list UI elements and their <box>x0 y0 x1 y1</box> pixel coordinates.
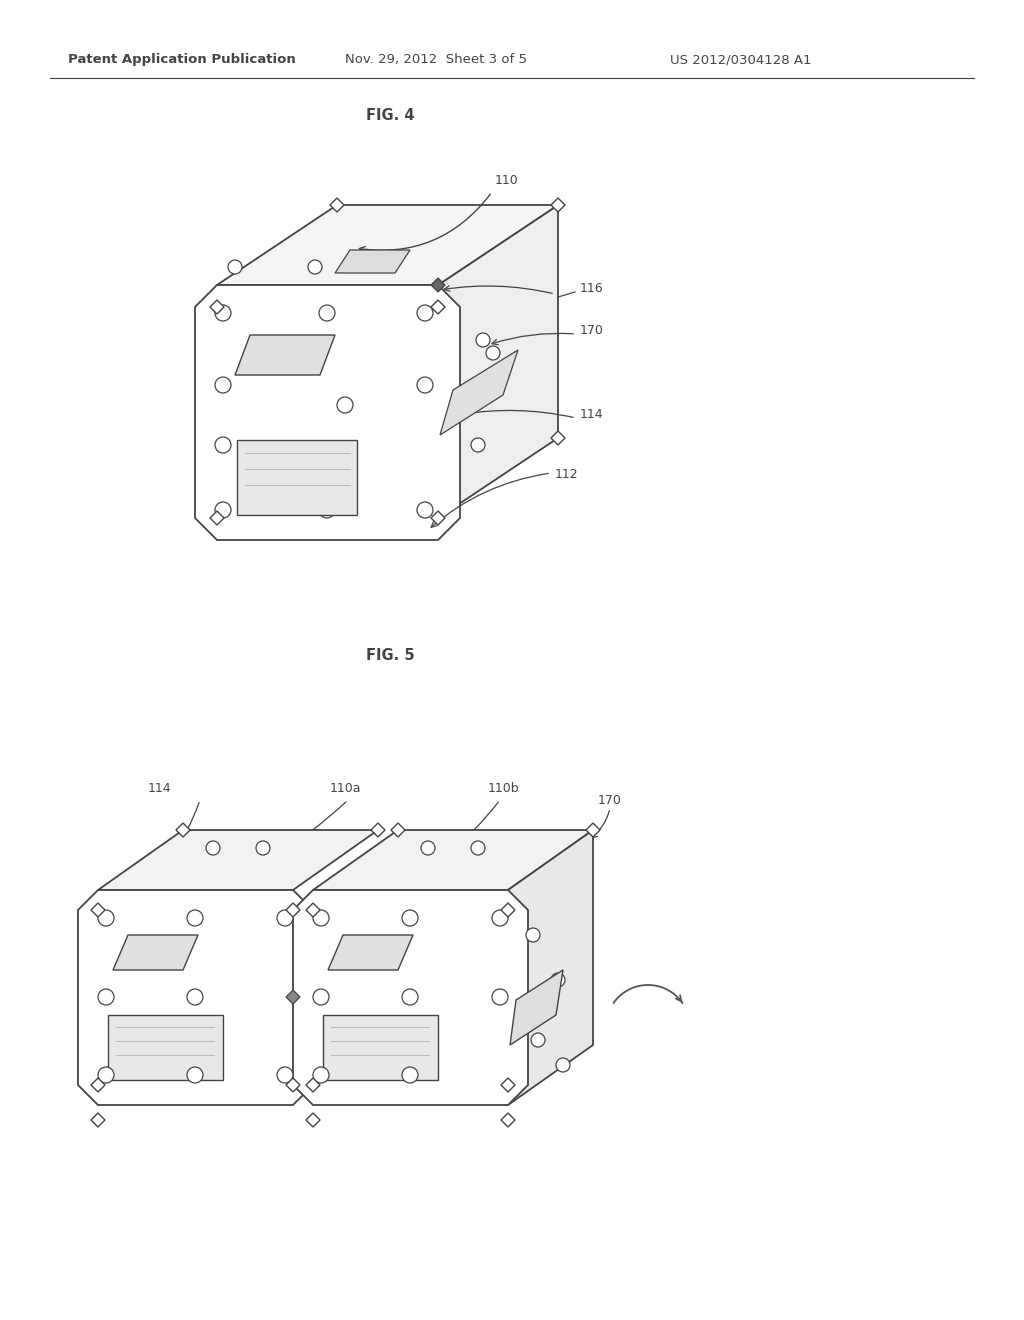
Text: 114: 114 <box>148 781 172 795</box>
Circle shape <box>187 1067 203 1082</box>
Circle shape <box>215 502 231 517</box>
Polygon shape <box>195 285 460 540</box>
Circle shape <box>215 437 231 453</box>
Circle shape <box>417 378 433 393</box>
Circle shape <box>319 305 335 321</box>
Polygon shape <box>234 335 335 375</box>
Circle shape <box>417 305 433 321</box>
Polygon shape <box>286 990 300 1005</box>
Circle shape <box>551 973 565 987</box>
Polygon shape <box>328 935 413 970</box>
Circle shape <box>215 305 231 321</box>
Polygon shape <box>438 205 558 517</box>
Circle shape <box>313 909 329 927</box>
Polygon shape <box>306 903 319 917</box>
Circle shape <box>402 909 418 927</box>
Circle shape <box>417 502 433 517</box>
Polygon shape <box>98 830 378 890</box>
Circle shape <box>98 1067 114 1082</box>
Circle shape <box>309 467 325 483</box>
Polygon shape <box>91 1113 105 1127</box>
Text: FIG. 4: FIG. 4 <box>366 107 415 123</box>
Polygon shape <box>306 1078 319 1092</box>
Polygon shape <box>335 249 410 273</box>
Circle shape <box>228 260 242 275</box>
Circle shape <box>98 989 114 1005</box>
Circle shape <box>187 989 203 1005</box>
Polygon shape <box>217 205 558 285</box>
Circle shape <box>421 841 435 855</box>
Polygon shape <box>501 903 515 917</box>
Polygon shape <box>551 432 565 445</box>
Bar <box>108 1015 223 1080</box>
Polygon shape <box>113 935 198 970</box>
Polygon shape <box>431 279 445 292</box>
Polygon shape <box>313 830 593 890</box>
Polygon shape <box>440 350 518 436</box>
Circle shape <box>98 909 114 927</box>
Text: US 2012/0304128 A1: US 2012/0304128 A1 <box>670 54 811 66</box>
Circle shape <box>492 909 508 927</box>
Polygon shape <box>431 300 445 314</box>
Polygon shape <box>286 1078 300 1092</box>
Polygon shape <box>176 822 190 837</box>
Circle shape <box>531 1034 545 1047</box>
Circle shape <box>337 397 353 413</box>
Polygon shape <box>91 1078 105 1092</box>
Bar <box>323 1015 438 1080</box>
Text: 116: 116 <box>580 281 603 294</box>
Text: 170: 170 <box>598 793 622 807</box>
Circle shape <box>526 928 540 942</box>
Polygon shape <box>306 1113 319 1127</box>
Polygon shape <box>210 511 224 525</box>
Text: Nov. 29, 2012  Sheet 3 of 5: Nov. 29, 2012 Sheet 3 of 5 <box>345 54 527 66</box>
Text: 110: 110 <box>495 173 519 186</box>
Polygon shape <box>501 1113 515 1127</box>
Polygon shape <box>501 1078 515 1092</box>
Circle shape <box>471 438 485 451</box>
Circle shape <box>278 909 293 927</box>
Polygon shape <box>391 822 406 837</box>
Polygon shape <box>91 903 105 917</box>
Circle shape <box>256 841 270 855</box>
Polygon shape <box>431 511 445 525</box>
Circle shape <box>187 909 203 927</box>
Text: Patent Application Publication: Patent Application Publication <box>68 54 296 66</box>
Circle shape <box>215 378 231 393</box>
Circle shape <box>476 333 490 347</box>
Circle shape <box>313 1067 329 1082</box>
Text: 170: 170 <box>580 323 604 337</box>
Circle shape <box>319 502 335 517</box>
Bar <box>237 440 357 515</box>
Polygon shape <box>371 822 385 837</box>
Polygon shape <box>551 198 565 213</box>
Circle shape <box>486 346 500 360</box>
Circle shape <box>471 841 485 855</box>
Text: 112: 112 <box>555 469 579 482</box>
Circle shape <box>308 260 322 275</box>
Polygon shape <box>286 903 300 917</box>
Polygon shape <box>586 822 600 837</box>
Polygon shape <box>330 198 344 213</box>
Text: 110a: 110a <box>330 781 361 795</box>
Polygon shape <box>510 970 563 1045</box>
Circle shape <box>402 1067 418 1082</box>
Polygon shape <box>293 890 528 1105</box>
Circle shape <box>492 989 508 1005</box>
Circle shape <box>556 1059 570 1072</box>
Circle shape <box>313 989 329 1005</box>
Text: FIG. 5: FIG. 5 <box>366 648 415 663</box>
Text: 114: 114 <box>580 408 603 421</box>
Polygon shape <box>508 830 593 1105</box>
Text: 110b: 110b <box>488 781 519 795</box>
Polygon shape <box>210 300 224 314</box>
Circle shape <box>278 1067 293 1082</box>
Circle shape <box>206 841 220 855</box>
Polygon shape <box>78 890 313 1105</box>
Circle shape <box>402 989 418 1005</box>
